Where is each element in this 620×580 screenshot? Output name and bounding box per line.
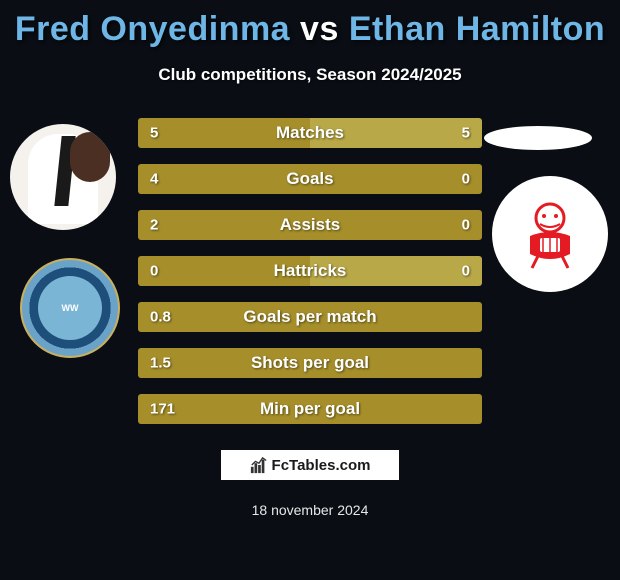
stat-label: Goals: [286, 169, 333, 189]
stats-table: 5 Matches 5 4 Goals 0 2 Assists 0 0 Hattricks 0 0.8 G…: [138, 118, 482, 440]
stat-label: Goals per match: [243, 307, 376, 327]
stat-row: 171 Min per goal: [138, 394, 482, 424]
stat-label: Hattricks: [274, 261, 347, 281]
stat-value-left: 2: [150, 217, 158, 234]
stat-row: 0.8 Goals per match: [138, 302, 482, 332]
player1-club-badge: WW: [20, 258, 120, 358]
stat-value-right: 0: [462, 171, 470, 188]
subtitle: Club competitions, Season 2024/2025: [0, 65, 620, 85]
stat-value-left: 4: [150, 171, 158, 188]
stat-value-right: 0: [462, 263, 470, 280]
stat-value-right: 5: [462, 125, 470, 142]
stat-label: Matches: [276, 123, 344, 143]
player1-avatar: [10, 124, 116, 230]
comparison-title: Fred Onyedinma vs Ethan Hamilton: [0, 0, 620, 49]
stat-value-left: 171: [150, 401, 175, 418]
stat-value-left: 1.5: [150, 355, 171, 372]
stat-label: Shots per goal: [251, 353, 369, 373]
stat-value-left: 0: [150, 263, 158, 280]
stat-row: 0 Hattricks 0: [138, 256, 482, 286]
stat-label: Assists: [280, 215, 340, 235]
vs-separator: vs: [300, 10, 339, 48]
player2-avatar: [484, 126, 592, 150]
date-label: 18 november 2024: [0, 502, 620, 518]
wycombe-badge-icon: WW: [38, 276, 102, 340]
stat-row: 4 Goals 0: [138, 164, 482, 194]
player2-name: Ethan Hamilton: [349, 10, 605, 48]
stat-value-left: 5: [150, 125, 158, 142]
stat-row: 1.5 Shots per goal: [138, 348, 482, 378]
brand-label: FcTables.com: [272, 457, 371, 474]
lincoln-badge-icon: [510, 194, 590, 274]
fctables-icon: [250, 456, 268, 474]
player2-club-badge: [492, 176, 608, 292]
brand-watermark: FcTables.com: [221, 450, 399, 480]
stat-value-left: 0.8: [150, 309, 171, 326]
stat-value-right: 0: [462, 217, 470, 234]
stat-row: 5 Matches 5: [138, 118, 482, 148]
stat-label: Min per goal: [260, 399, 360, 419]
player1-name: Fred Onyedinma: [15, 10, 290, 48]
stat-row: 2 Assists 0: [138, 210, 482, 240]
